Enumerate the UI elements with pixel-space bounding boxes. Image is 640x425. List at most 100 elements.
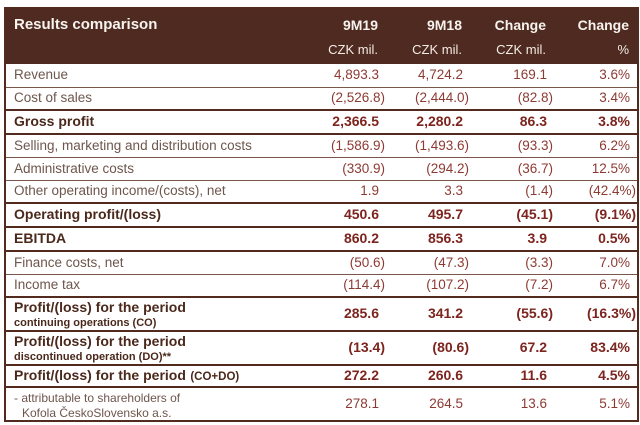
cell-9m19: 2,366.5 (302, 110, 386, 134)
table-row: Profit/(loss) for the period discontinued… (5, 331, 638, 365)
table-header: Results comparison 9M19 9M18 Change Chan… (5, 8, 638, 64)
unit-change: CZK mil. (496, 42, 546, 57)
cell-value: (1.4) (525, 183, 553, 199)
unit-change-pct: % (617, 42, 629, 57)
table-row: Finance costs, net (50.6) (47.3) (3.3) 7.0% (5, 251, 638, 274)
cell-9m18: 341.2 (386, 297, 470, 331)
cell-value: (294.2) (426, 160, 469, 176)
cell-value: 1.9 (360, 183, 379, 199)
row-label: Revenue (5, 64, 302, 87)
cell-value: (2,526.8) (330, 90, 385, 106)
cell-change: 86.3 (470, 110, 554, 134)
unit-9m19: CZK mil. (328, 42, 378, 57)
cell-change: 3.9 (470, 227, 554, 251)
cell-9m18: (2,444.0) (386, 87, 470, 110)
cell-value: (3.3) (525, 254, 553, 270)
cell-value: 495.7 (427, 206, 463, 222)
cell-value: 86.3 (519, 113, 547, 129)
row-label-text: - attributable to shareholders of (14, 391, 181, 405)
row-label-text: Finance costs, net (14, 254, 124, 270)
cell-9m18: 2,280.2 (386, 110, 470, 134)
row-label-text: Cost of sales (14, 90, 93, 106)
cell-9m19: 860.2 (302, 227, 386, 251)
cell-value: (330.9) (342, 160, 385, 176)
table-row: Profit/(loss) for the period continuing o… (5, 297, 638, 331)
cell-change-pct: 4.5% (554, 365, 638, 387)
cell-change-pct: (9.1%) (554, 203, 638, 227)
cell-value: 2,366.5 (332, 113, 379, 129)
cell-change-pct: 3.4% (554, 87, 638, 110)
cell-9m19: 1.9 (302, 180, 386, 203)
cell-value: (13.4) (348, 339, 385, 355)
cell-value: (42.4%) (588, 183, 636, 199)
cell-9m18: (294.2) (386, 157, 470, 180)
cell-value: (47.3) (433, 254, 469, 270)
cell-change: 169.1 (470, 64, 554, 87)
cell-9m18: (1,493.6) (386, 134, 470, 157)
header-row-periods: Results comparison 9M19 9M18 Change Chan… (5, 8, 638, 40)
cell-value: (45.1) (516, 206, 553, 222)
col-header-9m19: 9M19 (342, 16, 378, 33)
cell-change-pct: 7.0% (554, 251, 638, 274)
cell-change-pct: 12.5% (554, 157, 638, 180)
cell-value: 169.1 (513, 67, 547, 83)
row-label-text: Gross profit (14, 113, 95, 129)
cell-value: 0.5% (598, 230, 630, 246)
header-row-units: CZK mil. CZK mil. CZK mil. % (5, 40, 638, 64)
row-label: Profit/(loss) for the period discontinued… (5, 331, 302, 365)
cell-value: 278.1 (345, 396, 379, 411)
cell-value: (1,586.9) (330, 137, 385, 153)
row-label: Selling, marketing and distribution cost… (5, 134, 302, 157)
row-label-text: Other operating income/(costs), net (14, 183, 226, 199)
cell-change: (45.1) (470, 203, 554, 227)
row-label: Gross profit (5, 110, 302, 134)
table-row: Administrative costs (330.9) (294.2) (36.7)… (5, 157, 638, 180)
unit-spacer (5, 40, 302, 64)
row-label: Income tax (5, 274, 302, 297)
cell-change-pct: 0.5% (554, 227, 638, 251)
row-sublabel: Kofola ČeskoSlovensko a.s. (22, 406, 172, 420)
cell-9m19: (13.4) (302, 331, 386, 365)
cell-change: 67.2 (470, 331, 554, 365)
col-header-change-pct: Change (577, 16, 629, 33)
cell-change-pct: 83.4% (554, 331, 638, 365)
cell-9m19: (2,526.8) (302, 87, 386, 110)
cell-change-pct: (42.4%) (554, 180, 638, 203)
cell-value: 3.9 (527, 230, 547, 246)
row-label: Administrative costs (5, 157, 302, 180)
cell-9m19: (1,586.9) (302, 134, 386, 157)
table-row: Profit/(loss) for the period (CO+DO) 272.… (5, 365, 638, 387)
cell-value: 856.3 (427, 230, 463, 246)
row-label-text: Profit/(loss) for the period (14, 333, 186, 349)
table-row: Gross profit 2,366.5 2,280.2 86.3 3.8% (5, 110, 638, 134)
row-label-text: Profit/(loss) for the period (14, 367, 186, 383)
cell-change-pct: (16.3%) (554, 297, 638, 331)
cell-value: (2,444.0) (414, 90, 469, 106)
cell-9m18: 3.3 (386, 180, 470, 203)
row-label-text: Income tax (14, 277, 81, 293)
cell-change: (3.3) (470, 251, 554, 274)
row-label-text: Revenue (14, 67, 69, 83)
cell-change: (93.3) (470, 134, 554, 157)
cell-change-pct: 3.6% (554, 64, 638, 87)
cell-value: 3.6% (599, 67, 630, 83)
cell-value: 4.5% (598, 367, 630, 383)
cell-9m18: 260.6 (386, 365, 470, 387)
cell-change: 13.6 (470, 387, 554, 421)
col-header-change: Change (494, 16, 546, 33)
cell-9m18: 264.5 (386, 387, 470, 421)
cell-9m19: 450.6 (302, 203, 386, 227)
cell-9m19: 285.6 (302, 297, 386, 331)
cell-value: (7.2) (525, 277, 553, 293)
cell-value: (114.4) (343, 277, 385, 293)
results-table: Results comparison 9M19 9M18 Change Chan… (4, 7, 639, 422)
cell-value: (50.6) (349, 254, 385, 270)
cell-value: (55.6) (516, 305, 553, 321)
table-body: Revenue 4,893.3 4,724.2 169.1 3.6% Cost of sa… (5, 64, 638, 421)
row-label-suffix: (CO+DO) (190, 371, 240, 383)
cell-9m18: (80.6) (386, 331, 470, 365)
cell-change: (55.6) (470, 297, 554, 331)
cell-value: 2,280.2 (416, 113, 463, 129)
cell-9m19: 272.2 (302, 365, 386, 387)
table-row: EBITDA 860.2 856.3 3.9 0.5% (5, 227, 638, 251)
